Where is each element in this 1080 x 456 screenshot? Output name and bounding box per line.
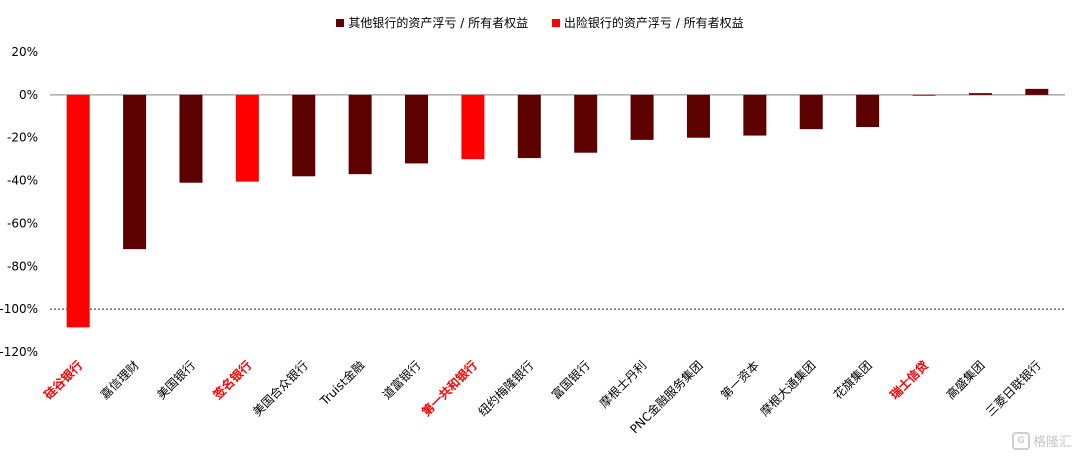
category-label: 纽约梅隆银行 (475, 358, 537, 420)
legend-swatch-other (336, 18, 345, 27)
category-label: 美国银行 (154, 358, 198, 402)
bar-11 (630, 94, 654, 140)
bar-7 (405, 94, 429, 164)
watermark-text: 格隆汇 (1032, 435, 1072, 450)
y-tick-label: -120% (0, 345, 38, 359)
category-label: 签名银行 (209, 358, 254, 403)
bar-14 (799, 94, 823, 130)
bar-8 (461, 94, 485, 160)
category-label: 道富银行 (379, 358, 424, 403)
legend-item-failed: 出险银行的资产浮亏 / 所有者权益 (551, 14, 744, 31)
bar-12 (686, 94, 710, 138)
watermark-logo-icon: G (1011, 431, 1030, 450)
legend-item-other: 其他银行的资产浮亏 / 所有者权益 (336, 14, 528, 31)
y-tick-label: -40% (7, 174, 38, 188)
category-label: 第一共和银行 (419, 358, 481, 420)
chart-legend: 其他银行的资产浮亏 / 所有者权益 出险银行的资产浮亏 / 所有者权益 (0, 14, 1080, 31)
watermark: G 格隆汇 (1011, 431, 1072, 450)
category-label: 美国合众银行 (249, 358, 311, 420)
bar-4 (235, 94, 259, 182)
bar-1 (66, 94, 90, 328)
category-label: 富国银行 (548, 358, 593, 403)
bar-17 (968, 93, 992, 95)
legend-label-failed: 出险银行的资产浮亏 / 所有者权益 (563, 16, 744, 30)
category-label: 摩根士丹利 (596, 358, 649, 411)
category-label: 三菱日联银行 (983, 358, 1044, 419)
category-label: 瑞士信贷 (887, 358, 932, 403)
y-tick-label: 0% (19, 88, 38, 102)
bar-2 (123, 94, 147, 250)
bar-13 (743, 94, 767, 136)
category-label: 高盛集团 (943, 358, 988, 403)
category-label: 嘉信理财 (98, 358, 142, 402)
bar-9 (517, 94, 541, 159)
category-label: 第一资本 (718, 358, 762, 402)
bar-16 (912, 94, 936, 96)
y-tick-label: -80% (7, 259, 38, 273)
y-tick-label: -60% (7, 216, 38, 230)
category-label: Truist金融 (316, 358, 367, 409)
bar-15 (856, 94, 880, 127)
category-label: 摩根大通集团 (757, 358, 819, 420)
y-tick-label: -20% (7, 131, 38, 145)
y-tick-label: 20% (11, 45, 38, 59)
bar-6 (348, 94, 372, 175)
bar-5 (292, 94, 316, 177)
legend-label-other: 其他银行的资产浮亏 / 所有者权益 (348, 16, 529, 30)
legend-swatch-failed (551, 18, 560, 27)
bar-10 (574, 94, 598, 153)
y-tick-label: -100% (0, 302, 38, 316)
bar-3 (179, 94, 203, 183)
category-label: 硅谷银行 (41, 358, 86, 403)
bar-18 (1025, 88, 1049, 95)
category-label: 花旗集团 (830, 358, 875, 403)
